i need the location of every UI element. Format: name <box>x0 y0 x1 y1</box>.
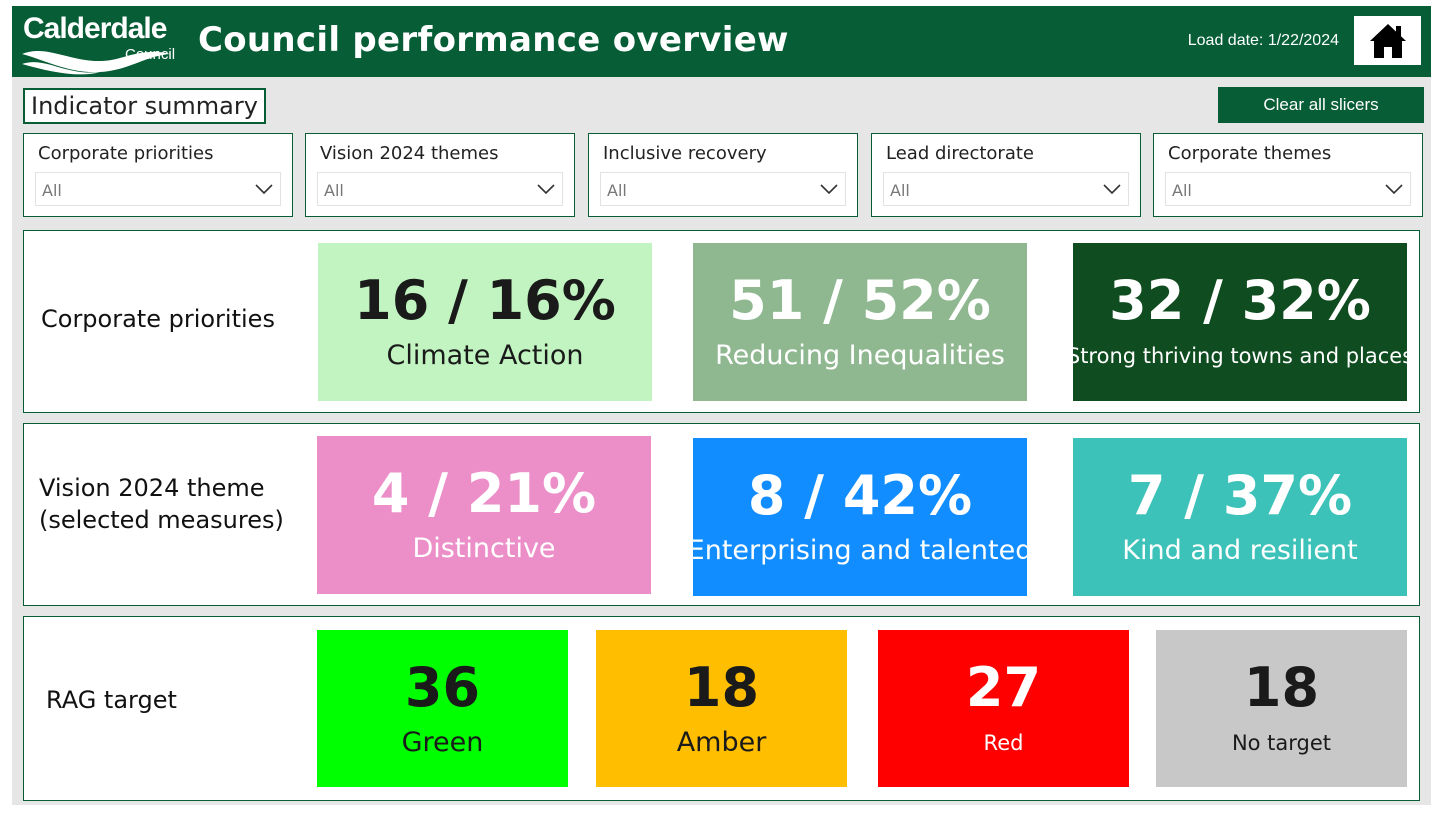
rag-card-amber[interactable]: 18 Amber <box>596 630 847 787</box>
kpi-label: Distinctive <box>412 533 556 564</box>
kpi-card-strong-thriving-towns[interactable]: 32 / 32% Strong thriving towns and place… <box>1067 243 1413 401</box>
slicer-label: Corporate priorities <box>38 143 214 164</box>
kpi-value: 51 / 52% <box>729 269 991 332</box>
slicer-dropdown[interactable]: All <box>317 172 563 206</box>
kpi-card-climate-action[interactable]: 16 / 16% Climate Action <box>318 243 652 401</box>
kpi-card-distinctive[interactable]: 4 / 21% Distinctive <box>317 436 651 594</box>
chevron-down-icon <box>255 184 273 195</box>
slicer-value: All <box>890 181 910 200</box>
rag-label: No target <box>1231 730 1332 755</box>
vision-2024-panel: Vision 2024 theme (selected measures) 4 … <box>23 423 1420 606</box>
rag-value: 18 <box>1243 655 1320 719</box>
rag-card-green[interactable]: 36 Green <box>317 630 568 787</box>
kpi-value: 16 / 16% <box>354 269 616 332</box>
kpi-value: 32 / 32% <box>1109 269 1371 332</box>
slicer-vision-2024-themes: Vision 2024 themes All <box>305 133 575 217</box>
header-bar: Calderdale Council Council performance o… <box>12 6 1431 77</box>
chevron-down-icon <box>537 184 555 195</box>
slicer-value: All <box>324 181 344 200</box>
rag-target-label: RAG target <box>46 686 177 714</box>
slicer-dropdown[interactable]: All <box>883 172 1129 206</box>
chevron-down-icon <box>820 184 838 195</box>
home-button[interactable] <box>1354 16 1421 65</box>
vision-2024-label: Vision 2024 theme (selected measures) <box>39 472 284 536</box>
rag-label: Green <box>401 726 484 758</box>
corporate-priorities-panel: Corporate priorities 16 / 16% Climate Ac… <box>23 230 1420 413</box>
rag-label: Red <box>983 730 1024 755</box>
kpi-card-reducing-inequalities[interactable]: 51 / 52% Reducing Inequalities <box>693 243 1027 401</box>
rag-card-red[interactable]: 27 Red <box>878 630 1129 787</box>
rag-label: Amber <box>676 726 767 758</box>
kpi-label: Climate Action <box>386 340 584 371</box>
kpi-value: 7 / 37% <box>1127 464 1353 527</box>
corporate-priorities-label: Corporate priorities <box>41 305 275 333</box>
vision-2024-label-line1: Vision 2024 theme <box>39 474 265 502</box>
slicer-value: All <box>1172 181 1192 200</box>
report-canvas: Calderdale Council Council performance o… <box>12 6 1431 805</box>
slicer-corporate-themes: Corporate themes All <box>1153 133 1423 217</box>
kpi-label: Enterprising and talented <box>687 535 1033 566</box>
calderdale-logo: Calderdale Council <box>20 10 190 75</box>
kpi-card-enterprising-talented[interactable]: 8 / 42% Enterprising and talented <box>688 438 1032 596</box>
slicer-label: Corporate themes <box>1168 143 1332 164</box>
rag-card-no-target[interactable]: 18 No target <box>1156 630 1407 787</box>
slicer-label: Lead directorate <box>886 143 1034 164</box>
kpi-card-kind-resilient[interactable]: 7 / 37% Kind and resilient <box>1073 438 1407 596</box>
slicer-inclusive-recovery: Inclusive recovery All <box>588 133 858 217</box>
logo-council-text: Council <box>125 46 176 63</box>
page-title: Council performance overview <box>198 20 789 60</box>
kpi-label: Reducing Inequalities <box>715 340 1005 371</box>
slicer-label: Inclusive recovery <box>603 143 767 164</box>
indicator-summary-title: Indicator summary <box>23 88 266 124</box>
logo-swoosh-icon <box>22 50 170 75</box>
slicer-value: All <box>607 181 627 200</box>
rag-value: 36 <box>404 655 481 719</box>
chevron-down-icon <box>1385 184 1403 195</box>
rag-value: 27 <box>965 655 1042 719</box>
rag-value: 18 <box>683 655 760 719</box>
kpi-label: Strong thriving towns and places <box>1066 344 1414 368</box>
slicer-value: All <box>42 181 62 200</box>
clear-all-slicers-button[interactable]: Clear all slicers <box>1218 87 1424 123</box>
slicer-dropdown[interactable]: All <box>35 172 281 206</box>
slicer-dropdown[interactable]: All <box>600 172 846 206</box>
load-date: Load date: 1/22/2024 <box>1187 32 1339 49</box>
slicer-corporate-priorities: Corporate priorities All <box>23 133 293 217</box>
kpi-value: 8 / 42% <box>747 464 973 527</box>
logo-wordmark: Calderdale <box>23 12 167 45</box>
vision-2024-label-line2: (selected measures) <box>39 506 284 534</box>
chevron-down-icon <box>1103 184 1121 195</box>
rag-target-panel: RAG target 36 Green 18 Amber 27 Red 18 N… <box>23 616 1420 801</box>
slicer-lead-directorate: Lead directorate All <box>871 133 1141 217</box>
home-icon <box>1369 23 1406 58</box>
slicer-dropdown[interactable]: All <box>1165 172 1411 206</box>
kpi-value: 4 / 21% <box>371 462 597 525</box>
slicer-label: Vision 2024 themes <box>320 143 499 164</box>
kpi-label: Kind and resilient <box>1122 535 1358 566</box>
